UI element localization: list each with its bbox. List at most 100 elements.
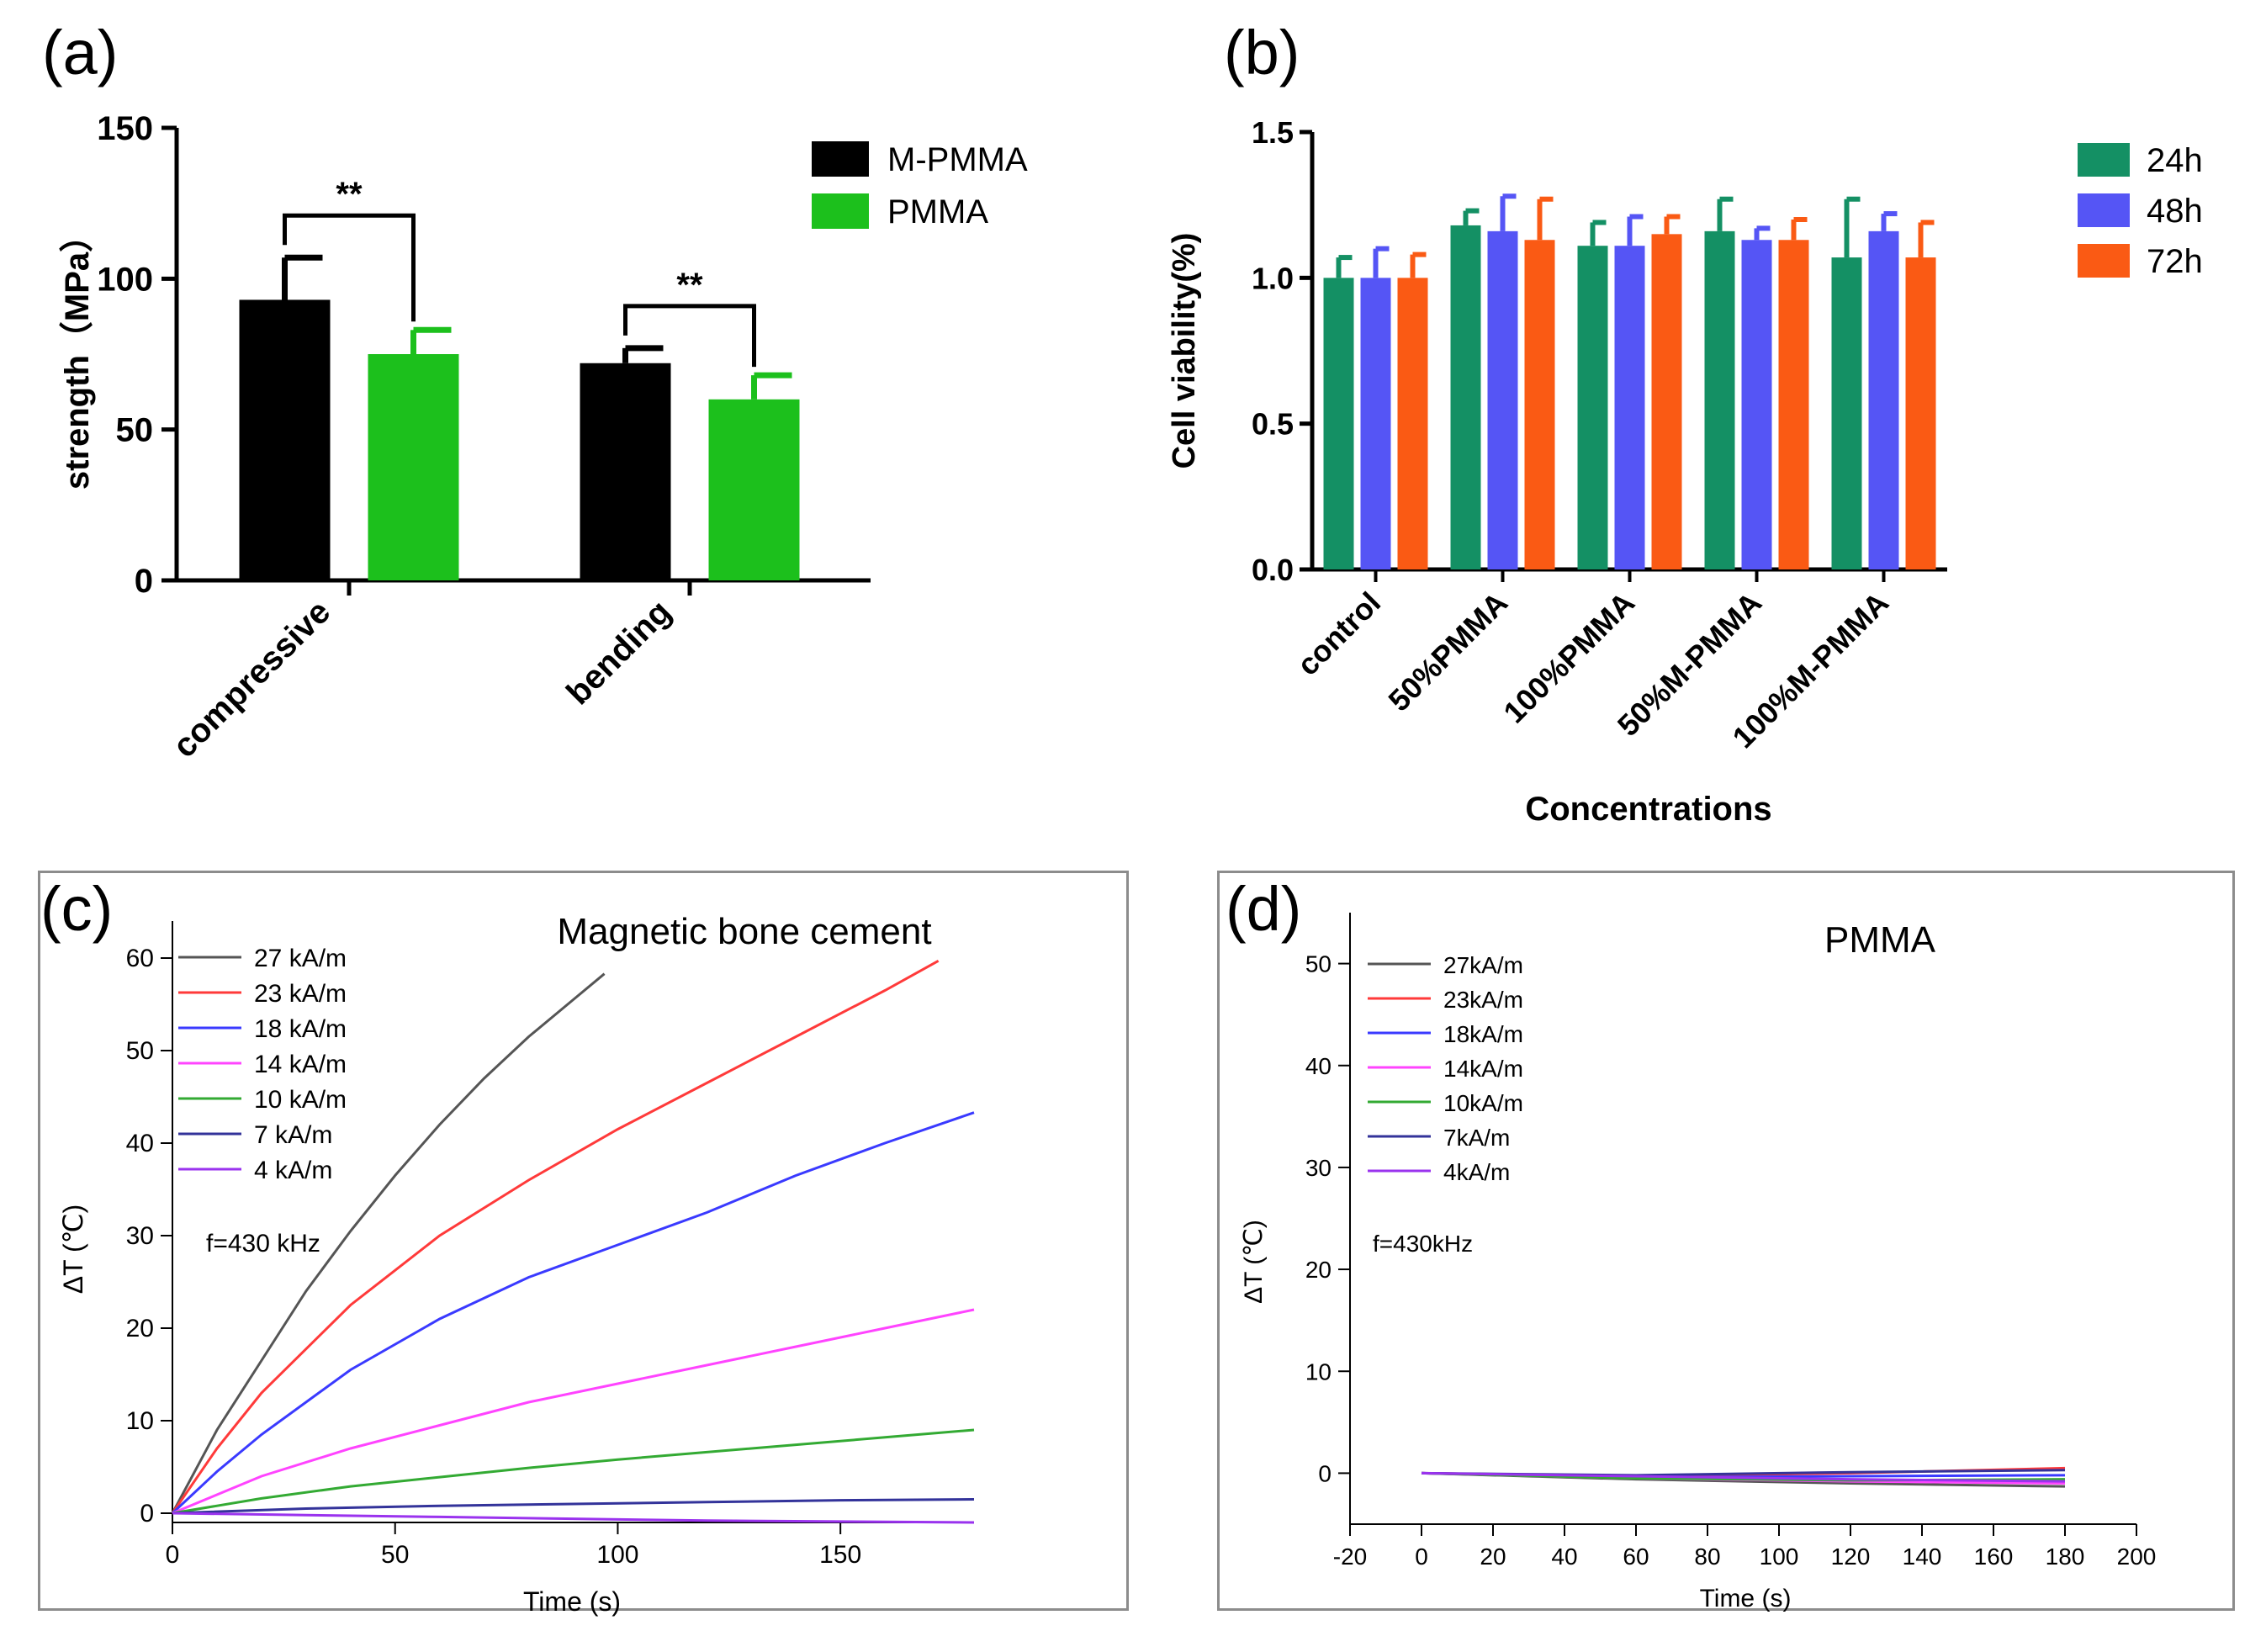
bar-72h-100-pmma: [1651, 234, 1682, 569]
y-axis-label: ΔT (℃): [58, 1205, 88, 1294]
x-tick-label-50-pmma: 50%PMMA: [1381, 585, 1514, 718]
bar-24h-100-m-pmma: [1831, 257, 1862, 569]
series-line-7-ka-m: [172, 1498, 975, 1515]
significance-label: **: [336, 176, 363, 213]
legend-label-48h: 48h: [2147, 193, 2203, 230]
x-tick-label: 20: [1480, 1543, 1506, 1570]
y-axis-label: strength（MPa）: [59, 219, 96, 490]
bar-72h-control: [1397, 278, 1428, 569]
y-tick-label: 20: [1305, 1257, 1332, 1283]
significance-bracket: [623, 304, 756, 368]
legend-swatch-72h: [2078, 244, 2130, 278]
x-tick-label-100-pmma: 100%PMMA: [1496, 585, 1641, 730]
x-tick-label: 150: [819, 1541, 861, 1569]
bar-24h-100-pmma: [1577, 246, 1608, 569]
panel-a: (a) 0 50 100 150 strength（MPa） compressive ** b…: [0, 0, 1127, 824]
panel-d: (d) -20 0 20 40 60 80 100 120 140 160 180 200 0 10 20 3…: [1178, 841, 2266, 1648]
y-tick-label: 0: [140, 1500, 154, 1528]
bar-pmma-bending: [708, 399, 800, 580]
bar-24h-control: [1323, 278, 1354, 569]
bar-48h-control: [1360, 278, 1391, 569]
x-tick-label: 180: [2046, 1543, 2085, 1570]
legend-label-4-ka-m: 4 kA/m: [254, 1157, 332, 1184]
significance-label: **: [676, 267, 703, 304]
bar-48h-100-pmma: [1614, 246, 1645, 569]
legend-label-4ka-m: 4kA/m: [1443, 1159, 1510, 1185]
y-axis-label: Cell viability(%): [1167, 233, 1202, 469]
bar-m-pmma-bending: [580, 363, 671, 580]
bar-48h-50-m-pmma: [1741, 240, 1772, 569]
x-tick-label: 140: [1903, 1543, 1942, 1570]
legend-label-10ka-m: 10kA/m: [1443, 1090, 1523, 1116]
x-tick-label-control: control: [1290, 585, 1387, 682]
legend-label-72h: 72h: [2147, 243, 2203, 280]
y-tick-label: 10: [126, 1407, 154, 1435]
y-tick-label: 10: [1305, 1358, 1332, 1385]
series-line-23-ka-m: [171, 959, 940, 1514]
legend-label-18-ka-m: 18 kA/m: [254, 1015, 347, 1043]
x-tick-label: -20: [1333, 1543, 1367, 1570]
x-axis-label: Concentrations: [1525, 791, 1771, 828]
bar-48h-100-m-pmma: [1868, 230, 1899, 569]
bar-pmma-compressive: [368, 354, 459, 580]
x-tick-label: 40: [1551, 1543, 1577, 1570]
bar-48h-50-pmma: [1487, 230, 1518, 569]
legend-swatch-48h: [2078, 193, 2130, 227]
y-tick-label: 150: [97, 110, 153, 147]
x-tick-label: 0: [166, 1541, 180, 1569]
panel-label-b: (b): [1224, 18, 1300, 87]
x-tick-label: 0: [1415, 1543, 1428, 1570]
significance-bracket: [283, 213, 416, 322]
bar-72h-50-m-pmma: [1778, 240, 1809, 569]
series-line-14-ka-m: [172, 1308, 975, 1515]
y-tick-label: 0.0: [1252, 553, 1294, 587]
series-line-4ka-m: [1421, 1471, 2066, 1483]
y-tick-label: 0: [135, 563, 153, 600]
legend-label-10-ka-m: 10 kA/m: [254, 1086, 347, 1114]
series-line-10-ka-m: [172, 1428, 975, 1515]
legend-swatch-pmma: [812, 193, 869, 229]
legend-label-27ka-m: 27kA/m: [1443, 952, 1523, 978]
y-tick-label: 1.0: [1252, 261, 1294, 295]
legend-label-18ka-m: 18kA/m: [1443, 1021, 1523, 1047]
series-line-27-ka-m: [171, 972, 606, 1514]
legend-label-27-ka-m: 27 kA/m: [254, 945, 347, 972]
legend-label-23-ka-m: 23 kA/m: [254, 980, 347, 1008]
legend-label-14-ka-m: 14 kA/m: [254, 1051, 347, 1078]
y-tick-label: 0.5: [1252, 407, 1294, 442]
x-tick-label-compressive: compressive: [166, 593, 337, 765]
y-tick-label: 60: [126, 945, 154, 972]
legend-label-m-pmma: M-PMMA: [887, 141, 1028, 178]
chart-c: 0 50 100 150 0 10 20 30 40 50 60 Time (s) ΔT (℃) Magn…: [58, 911, 975, 1617]
y-tick-label: 50: [1305, 951, 1332, 977]
chart-b: 0.0 0.5 1.0 1.5 Cell viability(%) Concentrati…: [1167, 115, 2203, 828]
x-tick-label: 80: [1694, 1543, 1720, 1570]
bar-m-pmma-compressive: [239, 299, 331, 580]
y-tick-label: 30: [1305, 1155, 1332, 1181]
legend-label-pmma: PMMA: [887, 193, 988, 230]
legend-swatch-24h: [2078, 143, 2130, 177]
chart-title: PMMA: [1824, 919, 1936, 961]
x-tick-label: 200: [2117, 1543, 2157, 1570]
y-tick-label: 40: [1305, 1053, 1332, 1079]
x-axis-label: Time (s): [1700, 1585, 1792, 1612]
chart-d: -20 0 20 40 60 80 100 120 140 160 180 200 0 10 20 30 40 5…: [1240, 913, 2157, 1612]
panel-c: (c) 0 50 100 150 0 10 20 30 40 50 60 Time (s) ΔT (℃)…: [0, 841, 1133, 1648]
x-tick-label: 50: [381, 1541, 409, 1569]
y-axis-label: ΔT (℃): [1240, 1220, 1268, 1304]
y-tick-label: 100: [97, 261, 153, 298]
panel-label-d: (d): [1226, 874, 1302, 944]
legend-label-7-ka-m: 7 kA/m: [254, 1121, 332, 1149]
panel-c-frame: [38, 871, 1129, 1611]
frequency-annotation: f=430 kHz: [206, 1230, 320, 1258]
frequency-annotation: f=430kHz: [1373, 1231, 1473, 1257]
legend-swatch-m-pmma: [812, 141, 869, 177]
bar-72h-100-m-pmma: [1905, 257, 1936, 569]
bar-72h-50-pmma: [1524, 240, 1555, 569]
panel-d-frame: [1217, 871, 2235, 1611]
chart-a: 0 50 100 150 strength（MPa） compressive ** bendi…: [59, 110, 1028, 765]
y-tick-label: 50: [126, 1037, 154, 1065]
series-line-4-ka-m: [172, 1512, 975, 1524]
y-tick-label: 20: [126, 1315, 154, 1342]
bar-24h-50-pmma: [1450, 225, 1481, 569]
